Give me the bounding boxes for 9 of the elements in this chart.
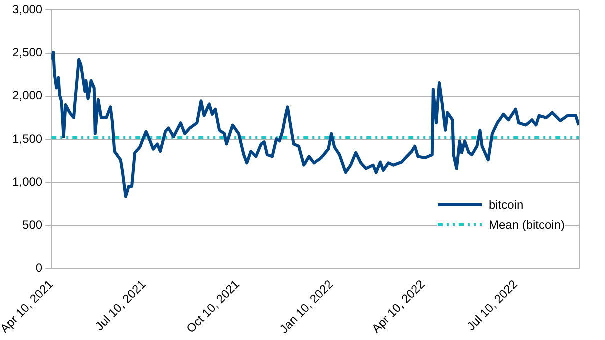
legend-label: Mean (bitcoin) bbox=[488, 217, 565, 234]
y-tick-label: 1,000 bbox=[12, 174, 43, 189]
y-tick-label: 3,000 bbox=[12, 2, 43, 17]
y-tick-label: 0 bbox=[36, 261, 43, 276]
y-tick-label: 2,500 bbox=[12, 46, 43, 60]
legend-label: bitcoin bbox=[488, 197, 524, 214]
y-tick-label: 500 bbox=[22, 218, 43, 232]
y-tick-label: 1,500 bbox=[12, 132, 43, 146]
y-tick-label: 2,000 bbox=[12, 88, 43, 103]
